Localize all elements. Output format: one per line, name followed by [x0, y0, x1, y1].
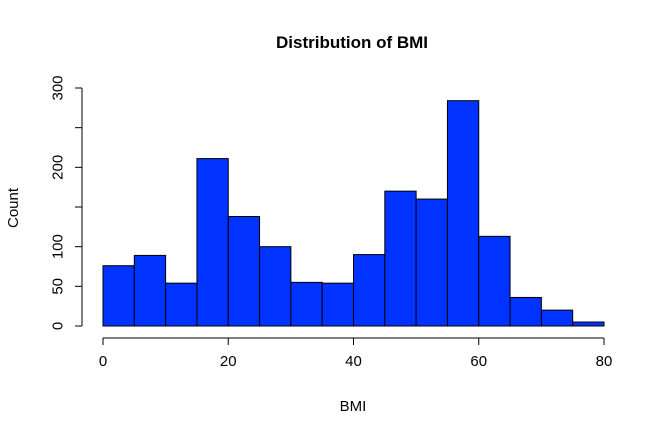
histogram-bar [478, 235, 511, 327]
histogram-bar [290, 281, 323, 327]
y-tick-label: 100 [50, 234, 67, 259]
histogram-bar [321, 282, 354, 327]
histogram-bar [540, 309, 574, 327]
y-axis-label: Count [5, 187, 22, 228]
histogram-bar [572, 321, 605, 327]
x-tick-label: 40 [345, 353, 362, 370]
histogram-bar [227, 216, 261, 327]
x-axis: 0 20 40 60 80 [99, 337, 613, 370]
histogram-bar [384, 190, 417, 327]
y-tick-label: 0 [50, 322, 67, 330]
histogram-bar [446, 100, 480, 327]
x-tick-label: 60 [470, 353, 487, 370]
histogram-bar [133, 254, 167, 327]
y-tick-label: 50 [50, 278, 67, 295]
bars-group [102, 100, 605, 327]
chart-title: Distribution of BMI [276, 33, 428, 52]
histogram-bar [102, 265, 135, 327]
x-axis-label: BMI [340, 398, 367, 415]
histogram-bar [415, 198, 448, 327]
x-tick-label: 80 [596, 353, 613, 370]
y-tick-label: 300 [50, 75, 67, 100]
y-tick-label: 200 [50, 155, 67, 180]
histogram-bar [196, 158, 229, 327]
histogram-bar [259, 246, 292, 327]
x-tick-label: 0 [99, 353, 107, 370]
histogram-bar [509, 296, 542, 327]
histogram-bar [165, 282, 198, 327]
histogram-bar [353, 254, 386, 327]
x-tick-label: 20 [220, 353, 237, 370]
y-axis: 0 50 100 200 300 [50, 75, 83, 330]
